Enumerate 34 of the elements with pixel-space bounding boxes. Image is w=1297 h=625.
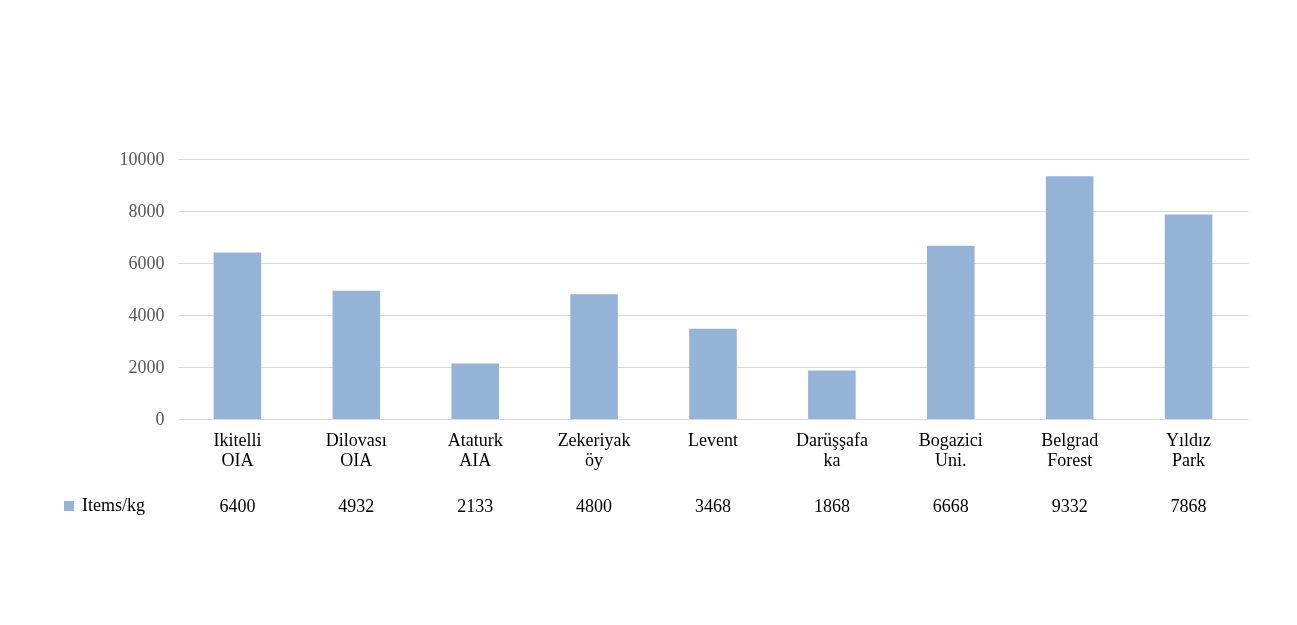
bar (570, 294, 618, 419)
y-tick-label: 2000 (128, 356, 165, 377)
data-label: 6668 (932, 496, 969, 516)
bar (451, 363, 499, 419)
bar (213, 252, 262, 419)
bar (689, 328, 737, 419)
data-label: 1868 (813, 496, 850, 516)
data-label: 9332 (1051, 496, 1088, 516)
data-label: 3468 (695, 496, 731, 516)
data-label: 2133 (457, 496, 494, 516)
y-tick-label: 10000 (119, 148, 165, 169)
x-tick-label: Yıldız Park (1166, 429, 1212, 470)
bar (927, 245, 975, 419)
data-label: 6400 (219, 496, 256, 516)
bar (332, 290, 381, 419)
x-tick-label: Ataturk AIA (447, 429, 503, 470)
y-tick-label: 0 (155, 408, 165, 429)
legend-label: Items/kg (82, 495, 145, 515)
x-tick-label: Levent (688, 429, 738, 450)
data-label: 4932 (338, 496, 375, 516)
x-tick-label: Ikitelli OIA (213, 429, 262, 470)
x-tick-label: Zekeriyak öy (557, 429, 631, 470)
y-tick-label: 4000 (128, 304, 165, 325)
x-tick-label: Dilovası OIA (325, 429, 387, 470)
bar (1164, 214, 1213, 419)
y-tick-label: 8000 (128, 200, 165, 221)
bar (808, 370, 856, 419)
x-tick-label: Belgrad Forest (1041, 429, 1099, 470)
bar (1045, 176, 1094, 419)
data-label: 4800 (576, 496, 613, 516)
data-label: 7868 (1170, 496, 1207, 516)
x-tick-label: Bogazici Uni. (918, 429, 983, 470)
y-tick-label: 6000 (128, 252, 165, 273)
x-tick-label: Darüşşafa ka (795, 429, 868, 470)
